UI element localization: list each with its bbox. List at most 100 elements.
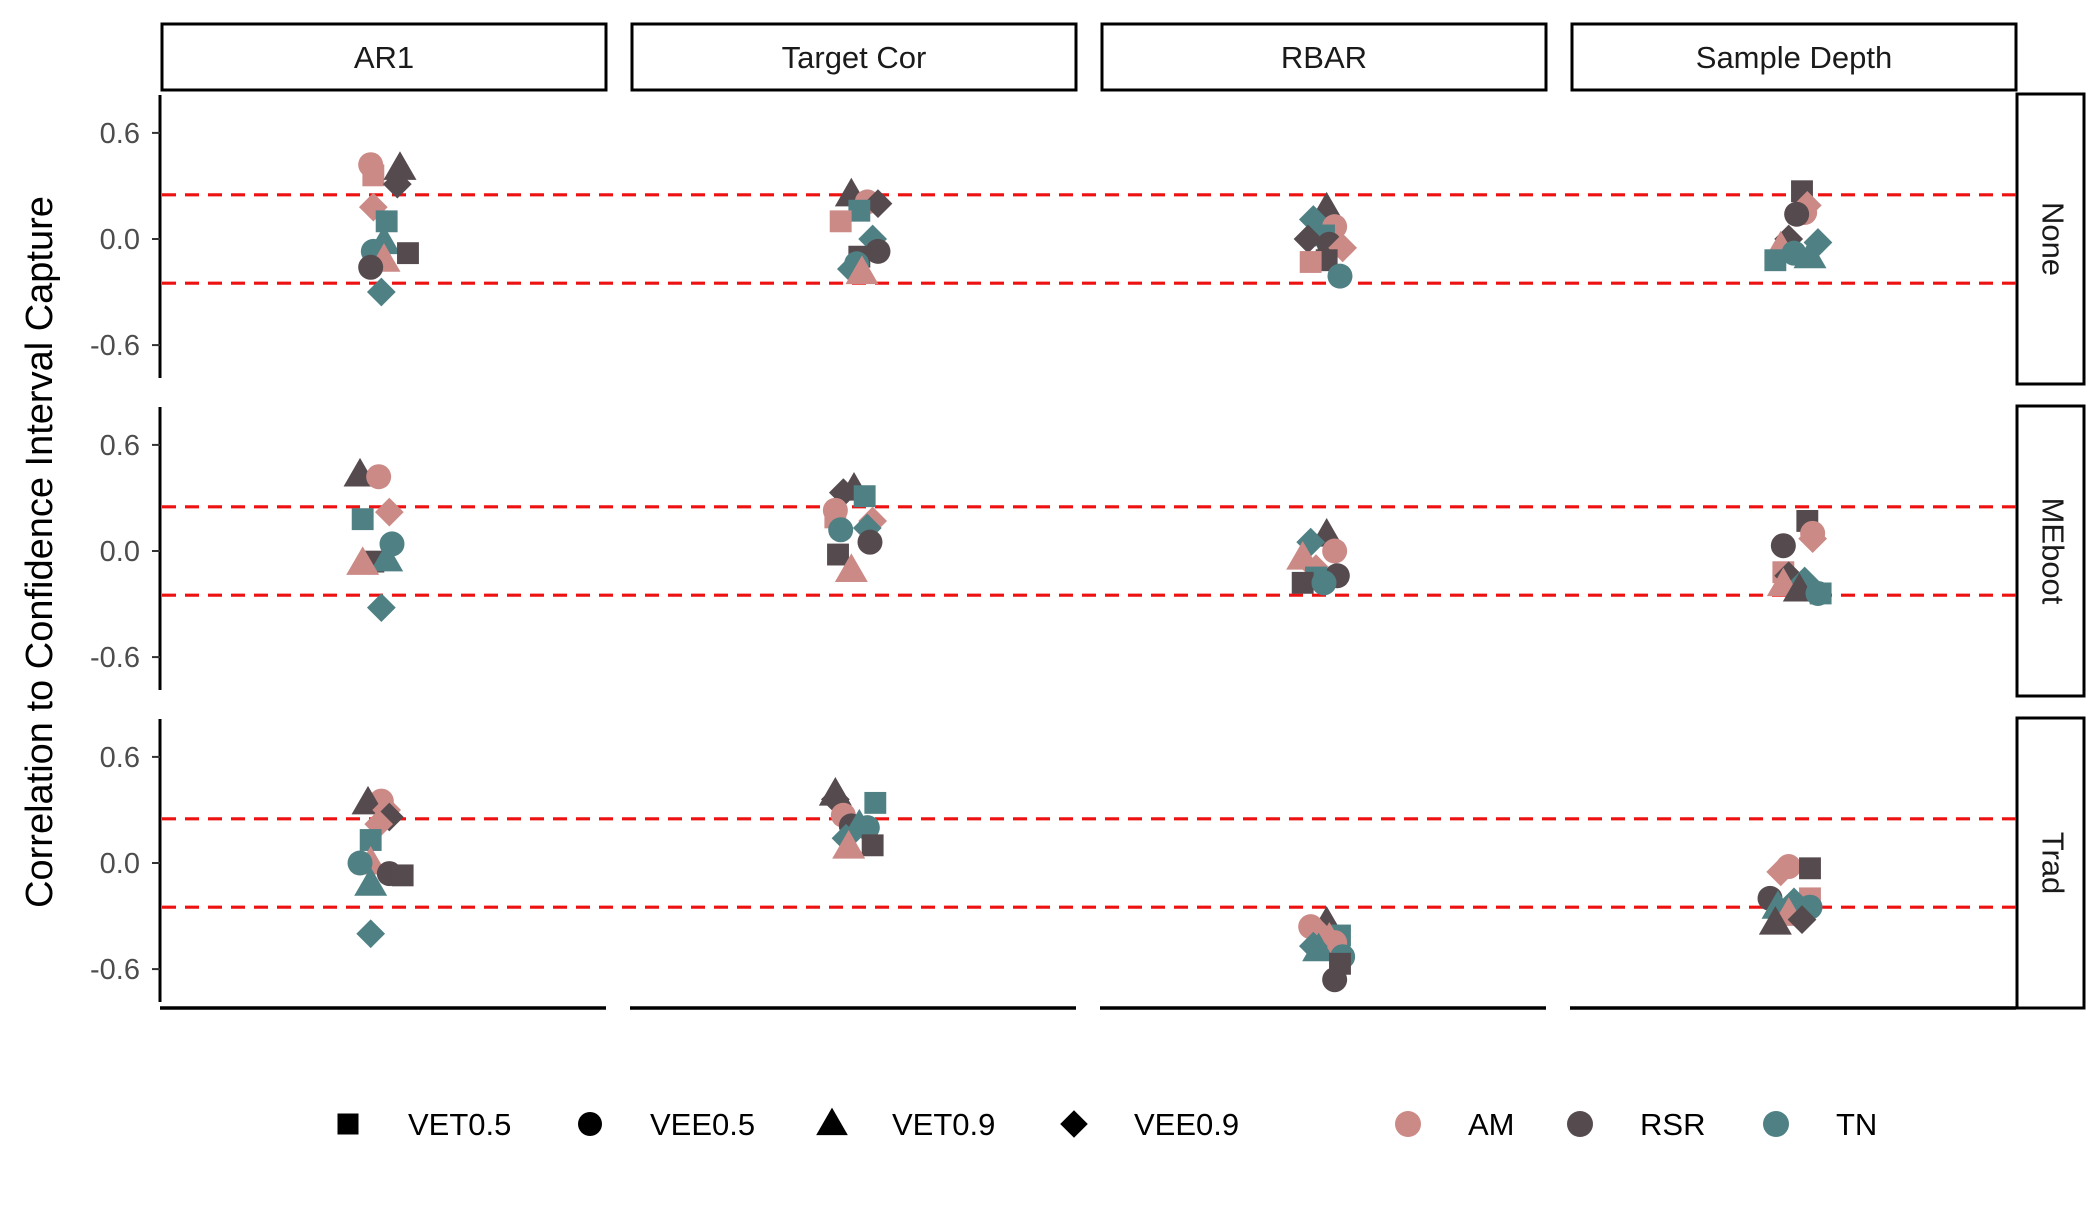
column-strip-box bbox=[1570, 22, 2018, 92]
data-point-vet0-5-tn bbox=[375, 210, 398, 233]
panel-trad-sample-depth bbox=[1757, 854, 1823, 935]
panel-none-rbar bbox=[1293, 191, 1358, 289]
data-point-vee0-5-tn bbox=[347, 850, 373, 876]
legend: VET0.5 VEE0.5 VET0.9 VEE0.9 AM RSR TN bbox=[337, 1107, 1877, 1142]
data-point-vet0-9-am bbox=[832, 830, 866, 859]
column-strip-label: AR1 bbox=[354, 40, 414, 75]
column-strip-box bbox=[1100, 22, 1548, 92]
column-strip-label: Target Cor bbox=[782, 40, 927, 75]
data-point-vet0-9-am bbox=[346, 546, 380, 575]
legend-item-vet0-9: VET0.9 bbox=[816, 1107, 995, 1142]
legend-label: AM bbox=[1468, 1107, 1515, 1142]
row-strip-meboot: MEboot bbox=[2015, 404, 2086, 698]
column-strip-box bbox=[630, 22, 1078, 92]
data-point-vee0-5-rsr bbox=[1784, 201, 1810, 227]
y-tick-label: 0.6 bbox=[100, 742, 140, 774]
data-point-vet0-5-rsr bbox=[1291, 571, 1314, 594]
data-point-vee0-5-rsr bbox=[1322, 967, 1348, 993]
data-point-vet0-5-am bbox=[362, 164, 385, 187]
y-tick-label: -0.6 bbox=[90, 642, 140, 674]
y-tick-label: 0.6 bbox=[100, 118, 140, 150]
panel-trad-ar1 bbox=[347, 785, 414, 949]
data-point-vet0-9-tn bbox=[1793, 239, 1827, 269]
legend-item-am: AM bbox=[1395, 1107, 1515, 1142]
data-point-vet0-5-rsr bbox=[861, 834, 884, 857]
legend-label: VEE0.5 bbox=[650, 1107, 755, 1142]
data-point-vee0-9-rsr bbox=[382, 169, 412, 199]
legend-symbol-circle bbox=[578, 1112, 602, 1136]
data-point-vet0-9-rsr bbox=[383, 151, 417, 180]
data-point-vee0-5-tn bbox=[1311, 570, 1337, 596]
panel-none-ar1 bbox=[358, 151, 419, 307]
legend-item-vee0-9: VEE0.9 bbox=[1060, 1107, 1239, 1142]
data-point-vet0-5-tn bbox=[1809, 582, 1832, 605]
data-point-vee0-5-tn bbox=[854, 815, 880, 841]
data-point-vet0-5-am bbox=[829, 210, 852, 233]
y-tick-label: 0.0 bbox=[100, 536, 140, 568]
data-point-vee0-9-rsr bbox=[1293, 224, 1323, 254]
data-point-vee0-9-rsr bbox=[863, 189, 893, 219]
column-strip-label: Sample Depth bbox=[1696, 40, 1892, 75]
legend-symbol-circle bbox=[1395, 1111, 1421, 1137]
data-point-vee0-5-rsr bbox=[865, 238, 891, 264]
data-point-vee0-9-rsr bbox=[1787, 905, 1817, 934]
data-point-vet0-9-am bbox=[834, 553, 868, 583]
legend-label: RSR bbox=[1640, 1107, 1705, 1142]
data-point-vee0-9-tn bbox=[366, 593, 396, 622]
row-strip-label: Trad bbox=[2035, 832, 2070, 895]
legend-item-tn: TN bbox=[1763, 1107, 1877, 1142]
row-strip-box bbox=[2015, 404, 2086, 698]
data-point-vet0-5-tn bbox=[1764, 249, 1787, 272]
y-axis-trad: 0.6 0.0 -0.6 bbox=[90, 719, 162, 1002]
data-point-vee0-5-am bbox=[366, 464, 392, 490]
row-strip-box bbox=[2015, 716, 2086, 1010]
y-tick-label: 0.0 bbox=[100, 848, 140, 880]
legend-symbol-circle bbox=[1763, 1111, 1789, 1137]
data-point-vet0-9-rsr bbox=[1758, 906, 1792, 935]
data-point-vet0-9-tn bbox=[354, 867, 388, 896]
y-axis-title: Correlation to Confidence Interval Captu… bbox=[19, 196, 61, 908]
row-strip-label: None bbox=[2035, 202, 2070, 276]
y-axis-none: 0.6 0.0 -0.6 bbox=[90, 95, 162, 378]
column-strip-box bbox=[160, 22, 608, 92]
data-point-vet0-5-rsr bbox=[397, 242, 419, 265]
panel-meboot-target-cor bbox=[822, 472, 888, 583]
legend-symbol-diamond bbox=[1060, 1110, 1088, 1138]
data-point-vee0-5-am bbox=[1322, 538, 1348, 564]
panel-none-sample-depth bbox=[1764, 180, 1833, 272]
panel-trad-rbar bbox=[1298, 906, 1356, 993]
data-point-vee0-9-am bbox=[374, 497, 404, 527]
data-point-vee0-9-tn bbox=[366, 277, 396, 307]
legend-symbol-circle bbox=[1567, 1111, 1593, 1137]
y-axis-meboot: 0.6 0.0 -0.6 bbox=[90, 407, 162, 690]
panel-none-target-cor bbox=[829, 177, 893, 285]
column-strip-ar1: AR1 bbox=[160, 22, 608, 92]
data-point-vet0-9-am bbox=[845, 255, 879, 285]
data-point-vet0-5-tn bbox=[359, 829, 382, 851]
y-tick-label: -0.6 bbox=[90, 330, 140, 362]
data-point-vet0-9-tn bbox=[1302, 932, 1336, 962]
data-point-vee0-5-rsr bbox=[1770, 533, 1796, 559]
panel-trad-target-cor bbox=[818, 776, 887, 859]
data-point-vet0-5-am bbox=[1299, 251, 1322, 273]
row-strip-label: MEboot bbox=[2035, 498, 2070, 605]
y-tick-label: 0.6 bbox=[100, 430, 140, 462]
legend-item-vee0-5: VEE0.5 bbox=[578, 1107, 755, 1142]
legend-item-rsr: RSR bbox=[1567, 1107, 1705, 1142]
data-point-vet0-5-rsr bbox=[391, 864, 414, 887]
row-strip-trad: Trad bbox=[2015, 716, 2086, 1010]
panel-meboot-sample-depth bbox=[1766, 510, 1832, 606]
data-point-vee0-5-tn bbox=[1327, 263, 1353, 289]
legend-label: VET0.9 bbox=[892, 1107, 995, 1142]
data-point-vet0-5-tn bbox=[848, 199, 871, 222]
row-strip-box bbox=[2015, 92, 2086, 386]
legend-label: VEE0.9 bbox=[1134, 1107, 1239, 1142]
column-strip-target-cor: Target Cor bbox=[630, 22, 1078, 92]
column-strip-sample-depth: Sample Depth bbox=[1570, 22, 2018, 92]
row-strip-none: None bbox=[2015, 92, 2086, 386]
data-point-vee0-5-rsr bbox=[358, 254, 384, 280]
legend-label: TN bbox=[1836, 1107, 1877, 1142]
data-point-vet0-5-tn bbox=[864, 791, 887, 814]
